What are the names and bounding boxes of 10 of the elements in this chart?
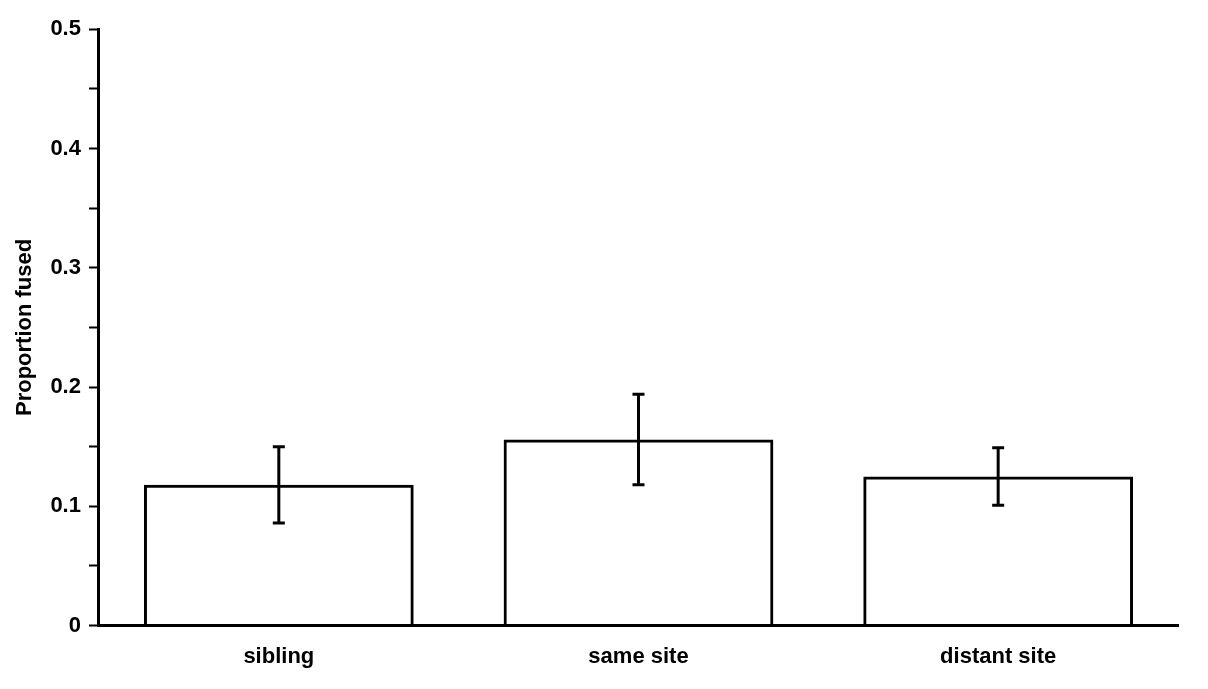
x-tick-label: same site bbox=[588, 642, 689, 668]
y-axis-title: Proportion fused bbox=[11, 238, 37, 417]
x-tick-label: sibling bbox=[243, 642, 315, 668]
y-tick-label: 0.2 bbox=[50, 373, 81, 399]
y-tick-label: 0.1 bbox=[50, 492, 81, 518]
y-tick-label: 0.3 bbox=[50, 253, 81, 279]
y-tick-label: 0 bbox=[68, 611, 81, 637]
y-tick-label: 0.5 bbox=[50, 15, 81, 41]
y-tick-label: 0.4 bbox=[50, 134, 82, 160]
x-tick-label: distant site bbox=[940, 642, 1057, 668]
